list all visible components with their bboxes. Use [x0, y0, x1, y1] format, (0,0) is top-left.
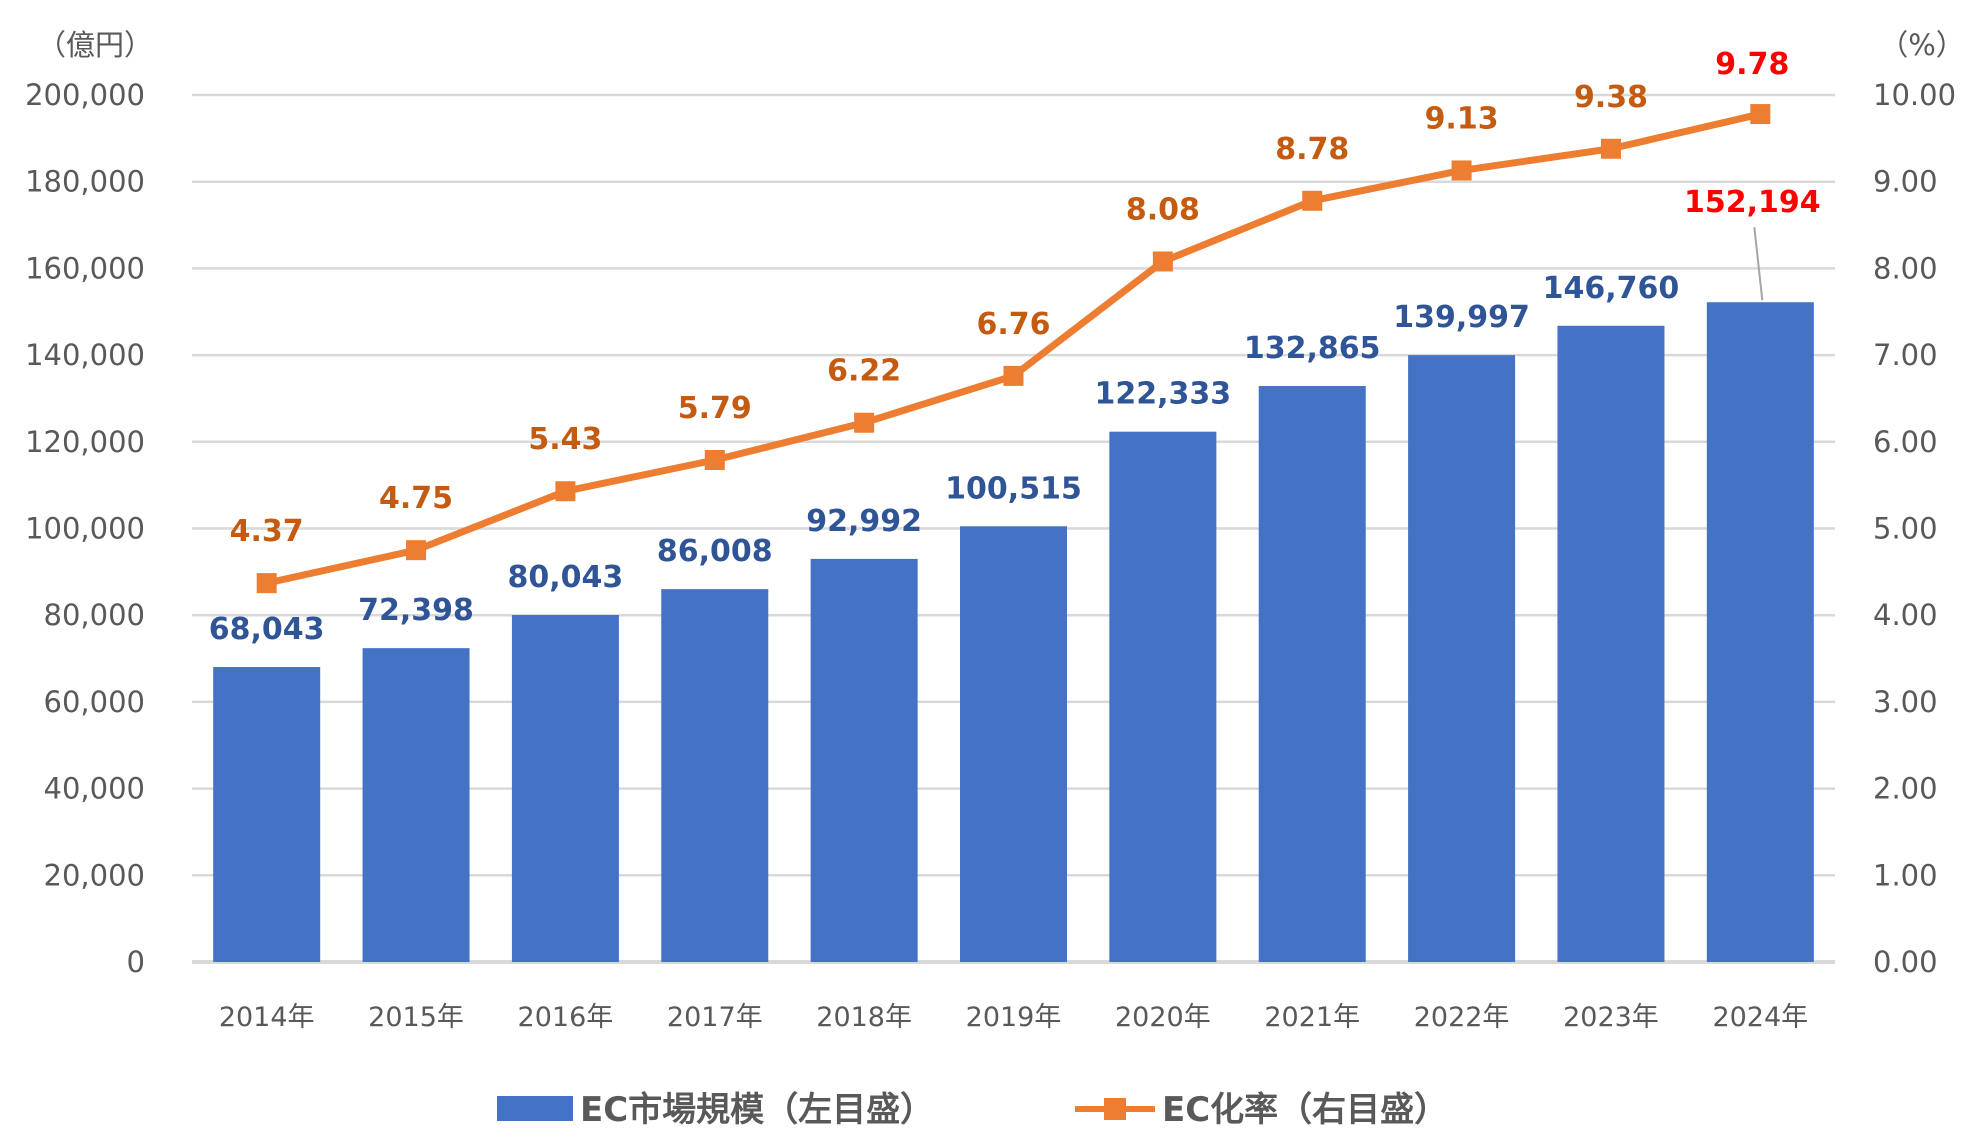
line-marker-2014年 [256, 573, 277, 594]
x-axis-tick: 2016年 [518, 1002, 614, 1033]
bar-value-label: 72,398 [358, 593, 474, 628]
right-axis-tick: 10.00 [1873, 78, 1956, 112]
line-value-label: 8.78 [1275, 132, 1349, 167]
bar-2022年 [1408, 355, 1516, 962]
bar-value-label: 92,992 [806, 504, 922, 539]
bar-2021年 [1258, 386, 1366, 962]
right-axis-tick: 5.00 [1873, 512, 1938, 546]
x-axis-tick: 2019年 [966, 1002, 1062, 1033]
bar-2020年 [1109, 431, 1217, 963]
line-value-label: 9.38 [1574, 80, 1648, 115]
x-axis-tick: 2023年 [1563, 1002, 1659, 1033]
right-axis-tick: 2.00 [1873, 772, 1938, 806]
left-axis-tick: 200,000 [25, 78, 145, 112]
line-value-label: 4.75 [379, 481, 453, 516]
right-axis-tick: 0.00 [1873, 945, 1938, 979]
right-axis-tick: 7.00 [1873, 338, 1938, 372]
legend-line-label: EC化率（右目盛） [1162, 1090, 1448, 1130]
bar-2024年 [1706, 302, 1814, 962]
legend-bar-label: EC市場規模（左目盛） [580, 1090, 934, 1130]
bar-2017年 [661, 589, 769, 962]
left-axis-tick: 20,000 [44, 858, 145, 892]
legend-bar-swatch [497, 1096, 573, 1121]
left-axis-tick: 160,000 [25, 251, 145, 285]
bar-value-label: 146,760 [1543, 271, 1680, 306]
line-marker-2021年 [1302, 190, 1323, 211]
line-marker-2020年 [1152, 251, 1173, 272]
line-marker-2023年 [1600, 138, 1621, 159]
line-value-label: 9.78 [1715, 47, 1789, 82]
x-axis-tick: 2015年 [368, 1002, 464, 1033]
right-axis-tick: 3.00 [1873, 685, 1938, 719]
line-value-label: 5.79 [678, 391, 752, 426]
line-value-label: 8.08 [1126, 192, 1200, 227]
x-axis-tick: 2014年 [219, 1002, 315, 1033]
x-axis-tick: 2021年 [1264, 1002, 1360, 1033]
line-value-label: 4.37 [230, 514, 304, 549]
right-axis-tick: 9.00 [1873, 165, 1938, 199]
bar-value-label: 86,008 [657, 534, 773, 569]
left-axis-tick: 40,000 [44, 772, 145, 806]
right-axis-tick: 1.00 [1873, 858, 1938, 892]
bar-value-label: 152,194 [1684, 185, 1821, 220]
line-marker-2017年 [704, 450, 725, 471]
line-marker-2016年 [555, 481, 576, 502]
left-axis-tick: 60,000 [44, 685, 145, 719]
left-axis-unit: （億円） [37, 28, 153, 62]
leader-line [1753, 227, 1764, 301]
left-axis-tick: 100,000 [25, 512, 145, 546]
bar-value-label: 122,333 [1095, 377, 1232, 412]
line-marker-2015年 [406, 540, 427, 561]
line-value-label: 6.22 [827, 354, 901, 389]
bar-2018年 [810, 558, 918, 962]
legend-line-marker [1104, 1098, 1126, 1120]
line-marker-2022年 [1451, 160, 1472, 181]
x-axis-tick: 2020年 [1115, 1002, 1211, 1033]
left-axis-tick: 120,000 [25, 425, 145, 459]
line-marker-2024年 [1750, 104, 1771, 125]
x-axis-tick: 2022年 [1414, 1002, 1510, 1033]
bar-2015年 [362, 648, 470, 962]
right-axis-tick: 6.00 [1873, 425, 1938, 459]
left-axis-tick: 180,000 [25, 165, 145, 199]
left-axis-tick: 80,000 [44, 598, 145, 632]
bar-value-label: 100,515 [945, 471, 1082, 506]
x-axis-tick: 2024年 [1712, 1002, 1808, 1033]
right-axis-tick: 4.00 [1873, 598, 1938, 632]
line-marker-2019年 [1003, 365, 1024, 386]
x-axis-tick: 2017年 [667, 1002, 763, 1033]
bar-value-label: 139,997 [1393, 300, 1530, 335]
left-axis-tick: 0 [127, 945, 145, 979]
line-value-label: 6.76 [976, 307, 1050, 342]
bar-2023年 [1557, 325, 1665, 962]
left-axis-tick: 140,000 [25, 338, 145, 372]
bar-2019年 [960, 526, 1067, 962]
bar-value-label: 80,043 [508, 560, 624, 595]
legend: EC市場規模（左目盛） EC化率（右目盛） [497, 1090, 1448, 1130]
bar-value-label: 68,043 [209, 612, 325, 647]
line-value-label: 9.13 [1425, 101, 1499, 136]
x-axis-tick: 2018年 [816, 1002, 912, 1033]
bar-value-label: 132,865 [1244, 331, 1381, 366]
ec-rate-line [265, 110, 1762, 587]
bar-2014年 [213, 667, 321, 962]
bar-2016年 [511, 615, 619, 962]
right-axis-tick: 8.00 [1873, 251, 1938, 285]
right-axis-unit: （%） [1879, 28, 1965, 62]
line-value-label: 5.43 [528, 422, 602, 457]
line-marker-2018年 [854, 412, 875, 433]
